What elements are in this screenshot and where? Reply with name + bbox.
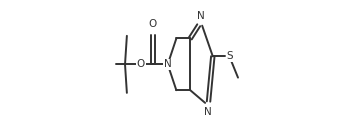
Text: O: O bbox=[149, 19, 157, 29]
Text: O: O bbox=[137, 59, 145, 69]
Text: N: N bbox=[164, 59, 172, 69]
Text: S: S bbox=[226, 51, 233, 61]
Text: N: N bbox=[197, 11, 205, 21]
Text: N: N bbox=[204, 107, 212, 117]
